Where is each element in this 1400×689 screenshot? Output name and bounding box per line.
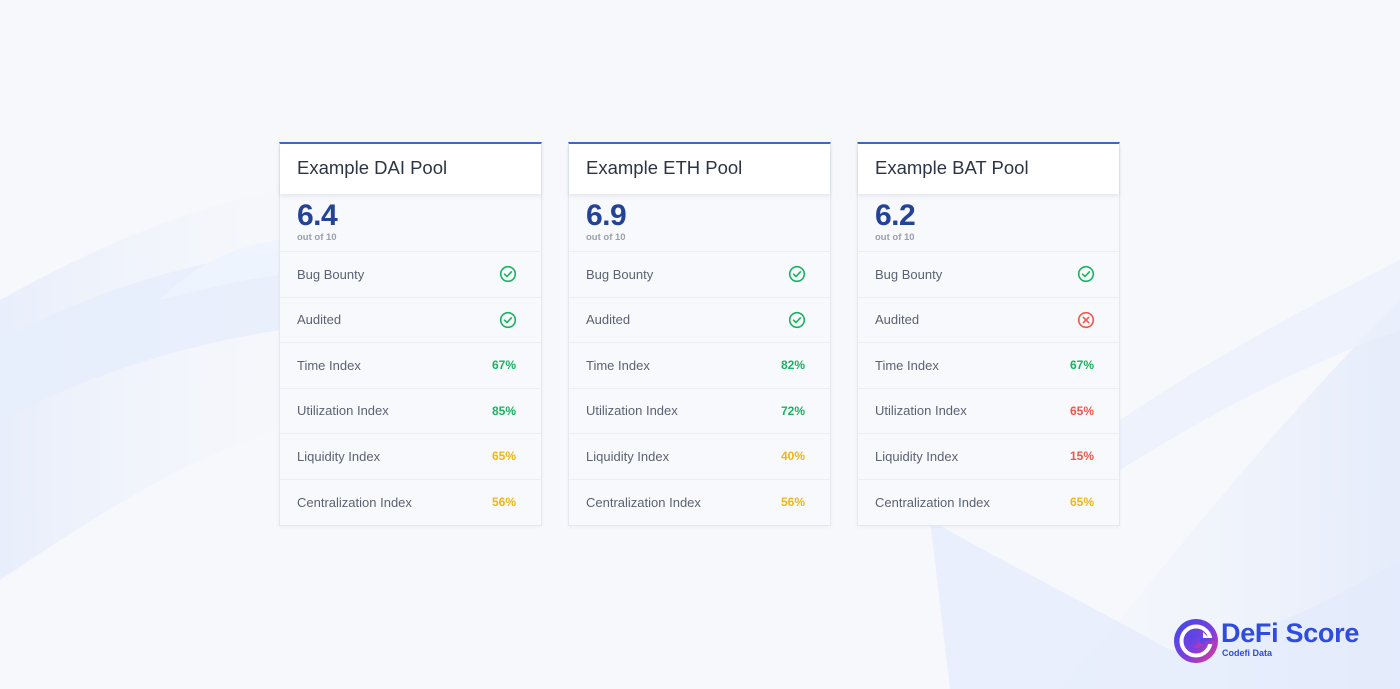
metric-row-liquidity-index: Liquidity Index 65%	[280, 434, 541, 480]
metric-label: Time Index	[875, 357, 939, 373]
metric-value: 82%	[780, 358, 805, 373]
metric-label: Bug Bounty	[586, 266, 654, 282]
metric-label: Centralization Index	[875, 494, 990, 510]
metric-row-bug-bounty: Bug Bounty	[858, 252, 1119, 298]
metric-label: Bug Bounty	[297, 266, 365, 282]
metric-value: 65%	[1069, 495, 1094, 510]
metric-row-liquidity-index: Liquidity Index 15%	[858, 434, 1119, 480]
score-block: 6.2 out of 10	[858, 194, 1119, 252]
metric-row-bug-bounty: Bug Bounty	[569, 252, 830, 298]
metric-value: 15%	[1069, 449, 1094, 464]
score-block: 6.4 out of 10	[280, 194, 541, 252]
metric-label: Time Index	[297, 357, 361, 373]
brand-subtitle: Codefi Data	[1222, 648, 1273, 658]
metric-value: 67%	[1069, 358, 1094, 373]
metric-label: Time Index	[586, 357, 650, 373]
metric-value: 85%	[491, 403, 516, 418]
defi-score-logo-icon	[1174, 619, 1218, 663]
defi-score-logo: DeFi Score Codefi Data	[1173, 617, 1373, 665]
metric-row-centralization-index: Centralization Index 65%	[858, 480, 1119, 526]
score-scale-label: out of 10	[875, 232, 915, 243]
metric-value: 72%	[780, 403, 805, 418]
pool-title: Example BAT Pool	[858, 144, 1119, 194]
metric-label: Centralization Index	[586, 494, 701, 510]
metric-row-utilization-index: Utilization Index 65%	[858, 389, 1119, 434]
pool-card-dai: Example DAI Pool 6.4 out of 10 Bug Bount…	[279, 142, 542, 526]
metric-label: Utilization Index	[875, 403, 967, 419]
x-circle-icon	[1077, 311, 1095, 328]
check-circle-icon	[499, 311, 517, 328]
pool-title: Example ETH Pool	[569, 144, 830, 194]
pool-card-bat: Example BAT Pool 6.2 out of 10 Bug Bount…	[857, 142, 1120, 526]
pool-score: 6.9	[586, 199, 627, 232]
metric-row-liquidity-index: Liquidity Index 40%	[569, 434, 830, 480]
metric-label: Audited	[297, 312, 342, 328]
metric-value: 67%	[491, 358, 516, 373]
metric-row-audited: Audited	[569, 298, 830, 343]
metric-row-centralization-index: Centralization Index 56%	[280, 480, 541, 526]
metric-row-time-index: Time Index 67%	[858, 343, 1119, 389]
check-circle-icon	[499, 266, 517, 283]
metric-label: Utilization Index	[586, 403, 678, 419]
metric-label: Liquidity Index	[297, 448, 381, 464]
metric-value: 65%	[1069, 403, 1094, 418]
metric-value: 56%	[780, 495, 805, 510]
metric-row-time-index: Time Index 67%	[280, 343, 541, 389]
pool-score: 6.4	[297, 199, 338, 232]
metric-label: Liquidity Index	[586, 448, 670, 464]
score-block: 6.9 out of 10	[569, 194, 830, 252]
check-circle-icon	[788, 266, 806, 283]
metric-row-bug-bounty: Bug Bounty	[280, 252, 541, 298]
metric-label: Utilization Index	[297, 403, 389, 419]
metric-row-time-index: Time Index 82%	[569, 343, 830, 389]
metric-label: Liquidity Index	[875, 448, 959, 464]
metric-row-audited: Audited	[858, 298, 1119, 343]
metric-value: 40%	[780, 449, 805, 464]
metric-row-audited: Audited	[280, 298, 541, 343]
metric-row-utilization-index: Utilization Index 72%	[569, 389, 830, 434]
metric-row-utilization-index: Utilization Index 85%	[280, 389, 541, 434]
metric-row-centralization-index: Centralization Index 56%	[569, 480, 830, 526]
check-circle-icon	[788, 311, 806, 328]
metric-value: 56%	[491, 495, 516, 510]
metric-label: Audited	[875, 312, 920, 328]
metric-label: Audited	[586, 312, 631, 328]
check-circle-icon	[1077, 266, 1095, 283]
metric-label: Bug Bounty	[875, 266, 943, 282]
score-scale-label: out of 10	[586, 232, 626, 243]
pool-card-eth: Example ETH Pool 6.9 out of 10 Bug Bount…	[568, 142, 831, 526]
metric-value: 65%	[491, 449, 516, 464]
pool-score: 6.2	[875, 199, 916, 232]
brand-name: DeFi Score	[1221, 618, 1360, 648]
score-scale-label: out of 10	[297, 232, 337, 243]
metric-label: Centralization Index	[297, 494, 412, 510]
pool-title: Example DAI Pool	[280, 144, 541, 194]
